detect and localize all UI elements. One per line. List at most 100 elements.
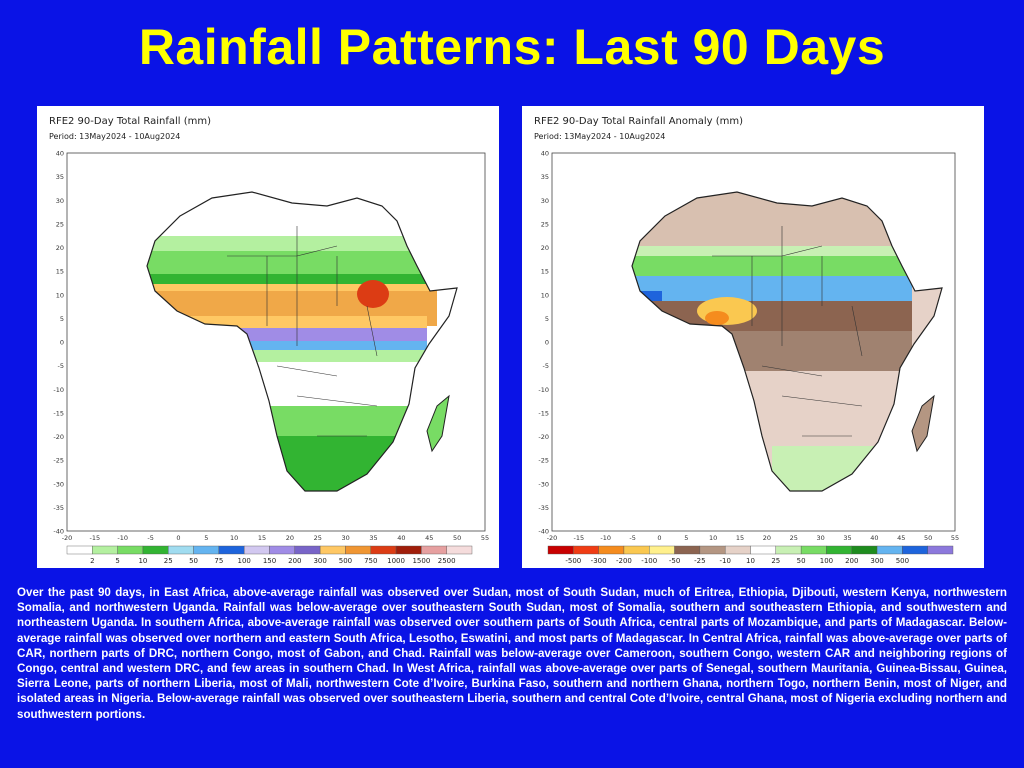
- y-tick-label: -30: [538, 480, 549, 488]
- colorbar-label: -300: [591, 557, 607, 565]
- colorbar-swatch: [724, 545, 751, 555]
- y-tick-label: 10: [541, 291, 549, 299]
- x-tick-label: -5: [629, 534, 635, 542]
- x-tick-label: 20: [286, 534, 294, 542]
- colorbar-swatch: [547, 545, 574, 555]
- colorbar-swatch: [395, 545, 422, 555]
- x-tick-label: 30: [817, 534, 825, 542]
- left-x-axis-ticks: -20 -15 -10 -5 0 5 10 15 20 25 30 35 40 45 50 55: [62, 534, 489, 542]
- y-tick-label: 40: [56, 150, 64, 158]
- total-rainfall-map: 4035302520151050-5-10-15-20-25-30-35-40 …: [53, 150, 489, 566]
- anomaly-title: RFE2 90-Day Total Rainfall Anomaly (mm): [534, 116, 744, 127]
- x-tick-label: 55: [951, 534, 959, 542]
- colorbar-label: 500: [896, 557, 909, 565]
- colorbar-label: 1500: [412, 557, 430, 565]
- colorbar-label: 500: [339, 557, 352, 565]
- x-tick-label: -15: [90, 534, 101, 542]
- colorbar-swatch: [623, 545, 650, 555]
- colorbar-label: 10: [138, 557, 147, 565]
- right-y-axis-ticks: 40 35 30 25 20 15 10 5 0 -5 -10 -15 -20 -25 -30 -35 -40: [538, 150, 549, 536]
- y-tick-label: -25: [53, 457, 64, 465]
- colorbar-label: -200: [616, 557, 632, 565]
- colorbar-label: 100: [820, 557, 833, 565]
- x-tick-label: 10: [230, 534, 238, 542]
- x-tick-label: 5: [204, 534, 208, 542]
- total-rainfall-period: Period: 13May2024 - 10Aug2024: [49, 132, 181, 141]
- y-tick-label: 25: [541, 220, 549, 228]
- colorbar-label: 10: [746, 557, 755, 565]
- x-tick-label: 25: [790, 534, 798, 542]
- colorbar-swatch: [193, 545, 220, 555]
- y-tick-label: -10: [538, 386, 549, 394]
- colorbar-label: 750: [364, 557, 377, 565]
- colorbar-swatch: [269, 545, 296, 555]
- x-tick-label: 35: [843, 534, 851, 542]
- colorbar-label: 150: [263, 557, 276, 565]
- colorbar-label: 2: [90, 557, 94, 565]
- left-y-axis-ticks: 40 35 30 25 20 15 10 5 0 -5 -10 -15 -20 -25 -30 -35 -40: [53, 150, 64, 536]
- slide-title: Rainfall Patterns: Last 90 Days: [138, 19, 886, 75]
- x-tick-label: 45: [425, 534, 433, 542]
- colorbar-label: 25: [771, 557, 780, 565]
- y-tick-label: 25: [56, 220, 64, 228]
- y-tick-label: -15: [538, 409, 549, 417]
- colorbar-swatch: [876, 545, 903, 555]
- y-tick-label: -25: [538, 457, 549, 465]
- colorbar-label: 75: [214, 557, 223, 565]
- anomaly-plot-area: [552, 153, 955, 531]
- y-tick-label: 30: [541, 197, 549, 205]
- colorbar-swatch: [421, 545, 447, 555]
- colorbar-label: 200: [845, 557, 858, 565]
- y-tick-label: 40: [541, 150, 549, 158]
- total-rainfall-map-panel: 40 35 30 25 20 15 10 5 0 -5 -10 -15 -20 -25 -30 -35 -40 …: [37, 106, 499, 568]
- anomaly-period: Period: 13May2024 - 10Aug2024: [534, 132, 666, 141]
- y-tick-label: -40: [53, 528, 64, 536]
- x-tick-label: 30: [342, 534, 350, 542]
- colorbar-swatch: [851, 545, 878, 555]
- colorbar-swatch: [243, 545, 270, 555]
- colorbar-swatch: [66, 545, 93, 555]
- x-tick-label: 55: [481, 534, 489, 542]
- x-tick-label: 15: [258, 534, 266, 542]
- y-tick-label: -35: [538, 504, 549, 512]
- colorbar-swatch: [446, 545, 473, 555]
- x-tick-label: 50: [924, 534, 932, 542]
- summary-text: Over the past 90 days, in East Africa, a…: [17, 586, 1007, 721]
- x-tick-label: 15: [736, 534, 744, 542]
- y-tick-label: 20: [541, 244, 549, 252]
- colorbar-label: 2500: [438, 557, 456, 565]
- colorbar-swatch: [218, 545, 245, 555]
- y-tick-label: 15: [56, 268, 64, 276]
- colorbar-swatch: [649, 545, 675, 555]
- map-plot-area: [67, 153, 485, 531]
- colorbar-swatch: [345, 545, 371, 555]
- x-tick-label: 35: [369, 534, 377, 542]
- total-rainfall-title: RFE2 90-Day Total Rainfall (mm): [49, 116, 211, 127]
- x-tick-label: 0: [176, 534, 180, 542]
- y-tick-label: -30: [53, 480, 64, 488]
- colorbar-label: 5: [115, 557, 119, 565]
- colorbar-label: -500: [565, 557, 581, 565]
- colorbar-swatch: [902, 545, 928, 555]
- right-x-axis-ticks: -20 -15 -10 -5 0 5 10 15 20 25 30 35 40 45 50 55: [547, 534, 959, 542]
- right-colorbar: -500 -300 -200 -100 -50 -25 -10 10 25 50 100 200 300…: [547, 545, 954, 565]
- x-tick-label: -5: [147, 534, 153, 542]
- x-tick-label: 5: [684, 534, 688, 542]
- y-tick-label: -35: [53, 504, 64, 512]
- y-tick-label: 35: [541, 173, 549, 181]
- colorbar-label: -100: [641, 557, 657, 565]
- colorbar-label: -50: [669, 557, 680, 565]
- colorbar-label: 50: [189, 557, 198, 565]
- y-tick-label: -20: [538, 433, 549, 441]
- x-tick-label: 25: [314, 534, 322, 542]
- x-tick-label: -10: [117, 534, 128, 542]
- colorbar-swatch: [775, 545, 802, 555]
- x-tick-label: -10: [600, 534, 611, 542]
- x-tick-label: -20: [547, 534, 558, 542]
- colorbar-label: 200: [288, 557, 301, 565]
- colorbar-label: 50: [797, 557, 806, 565]
- colorbar-swatch: [750, 545, 777, 555]
- y-tick-label: 20: [56, 244, 64, 252]
- colorbar-label: 300: [870, 557, 883, 565]
- left-colorbar: 2 5 10 25 50 75 100 150 200 300 500 750 1000 1500 2500: [66, 545, 473, 565]
